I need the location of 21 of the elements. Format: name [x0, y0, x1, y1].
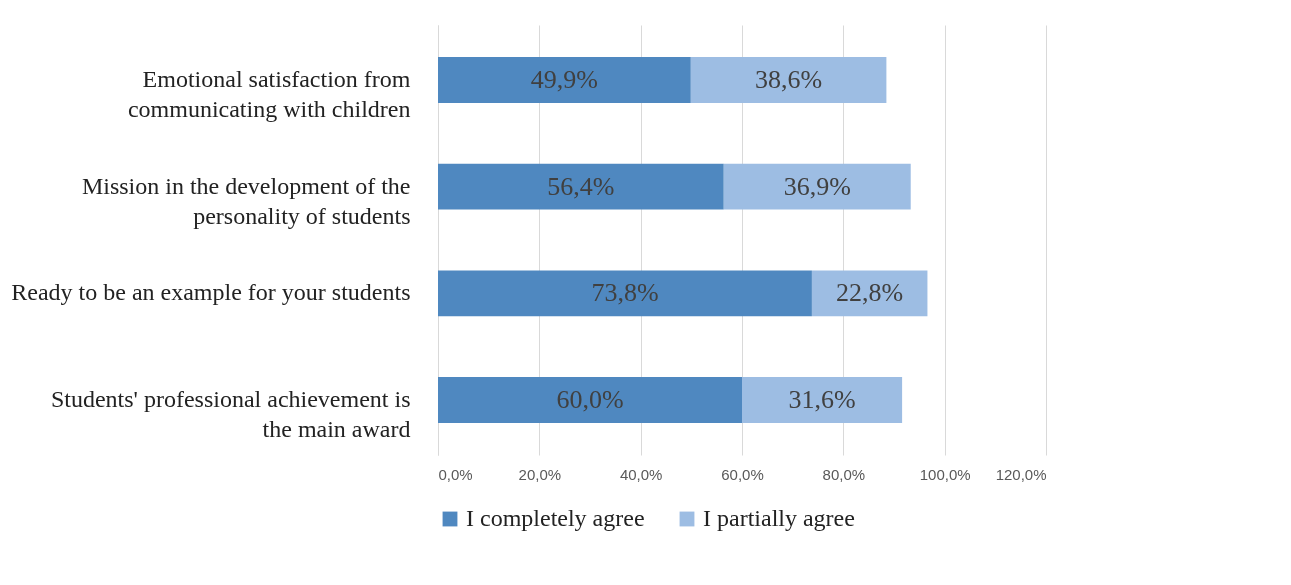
data-label: 60,0% [556, 385, 624, 415]
data-label: 36,9% [783, 171, 851, 201]
y-tick-label: Ready to be an example for your students [11, 279, 411, 306]
x-tick-label: 120,0% [995, 465, 1047, 483]
x-tick-label: 0,0% [438, 465, 473, 483]
x-tick-label: 40,0% [619, 465, 663, 483]
data-label: 73,8% [591, 278, 659, 308]
data-label: 22,8% [836, 278, 904, 308]
legend-label: I completely agree [466, 505, 645, 531]
legend-label: I partially agree [703, 505, 855, 531]
x-tick-label: 100,0% [919, 465, 971, 483]
x-tick-label: 80,0% [822, 465, 866, 483]
x-tick-label: 20,0% [518, 465, 562, 483]
data-label: 38,6% [755, 64, 823, 94]
data-label: 49,9% [530, 64, 598, 94]
x-tick-label: 60,0% [721, 465, 764, 483]
y-tick-label: Emotional satisfaction from communicating with children [127, 65, 411, 122]
y-tick-label: Students' professional achievement is the main award [50, 386, 411, 443]
data-label: 56,4% [547, 171, 615, 201]
y-tick-label: Mission in the development of the personality of students [81, 172, 411, 229]
data-label: 31,6% [788, 385, 856, 415]
